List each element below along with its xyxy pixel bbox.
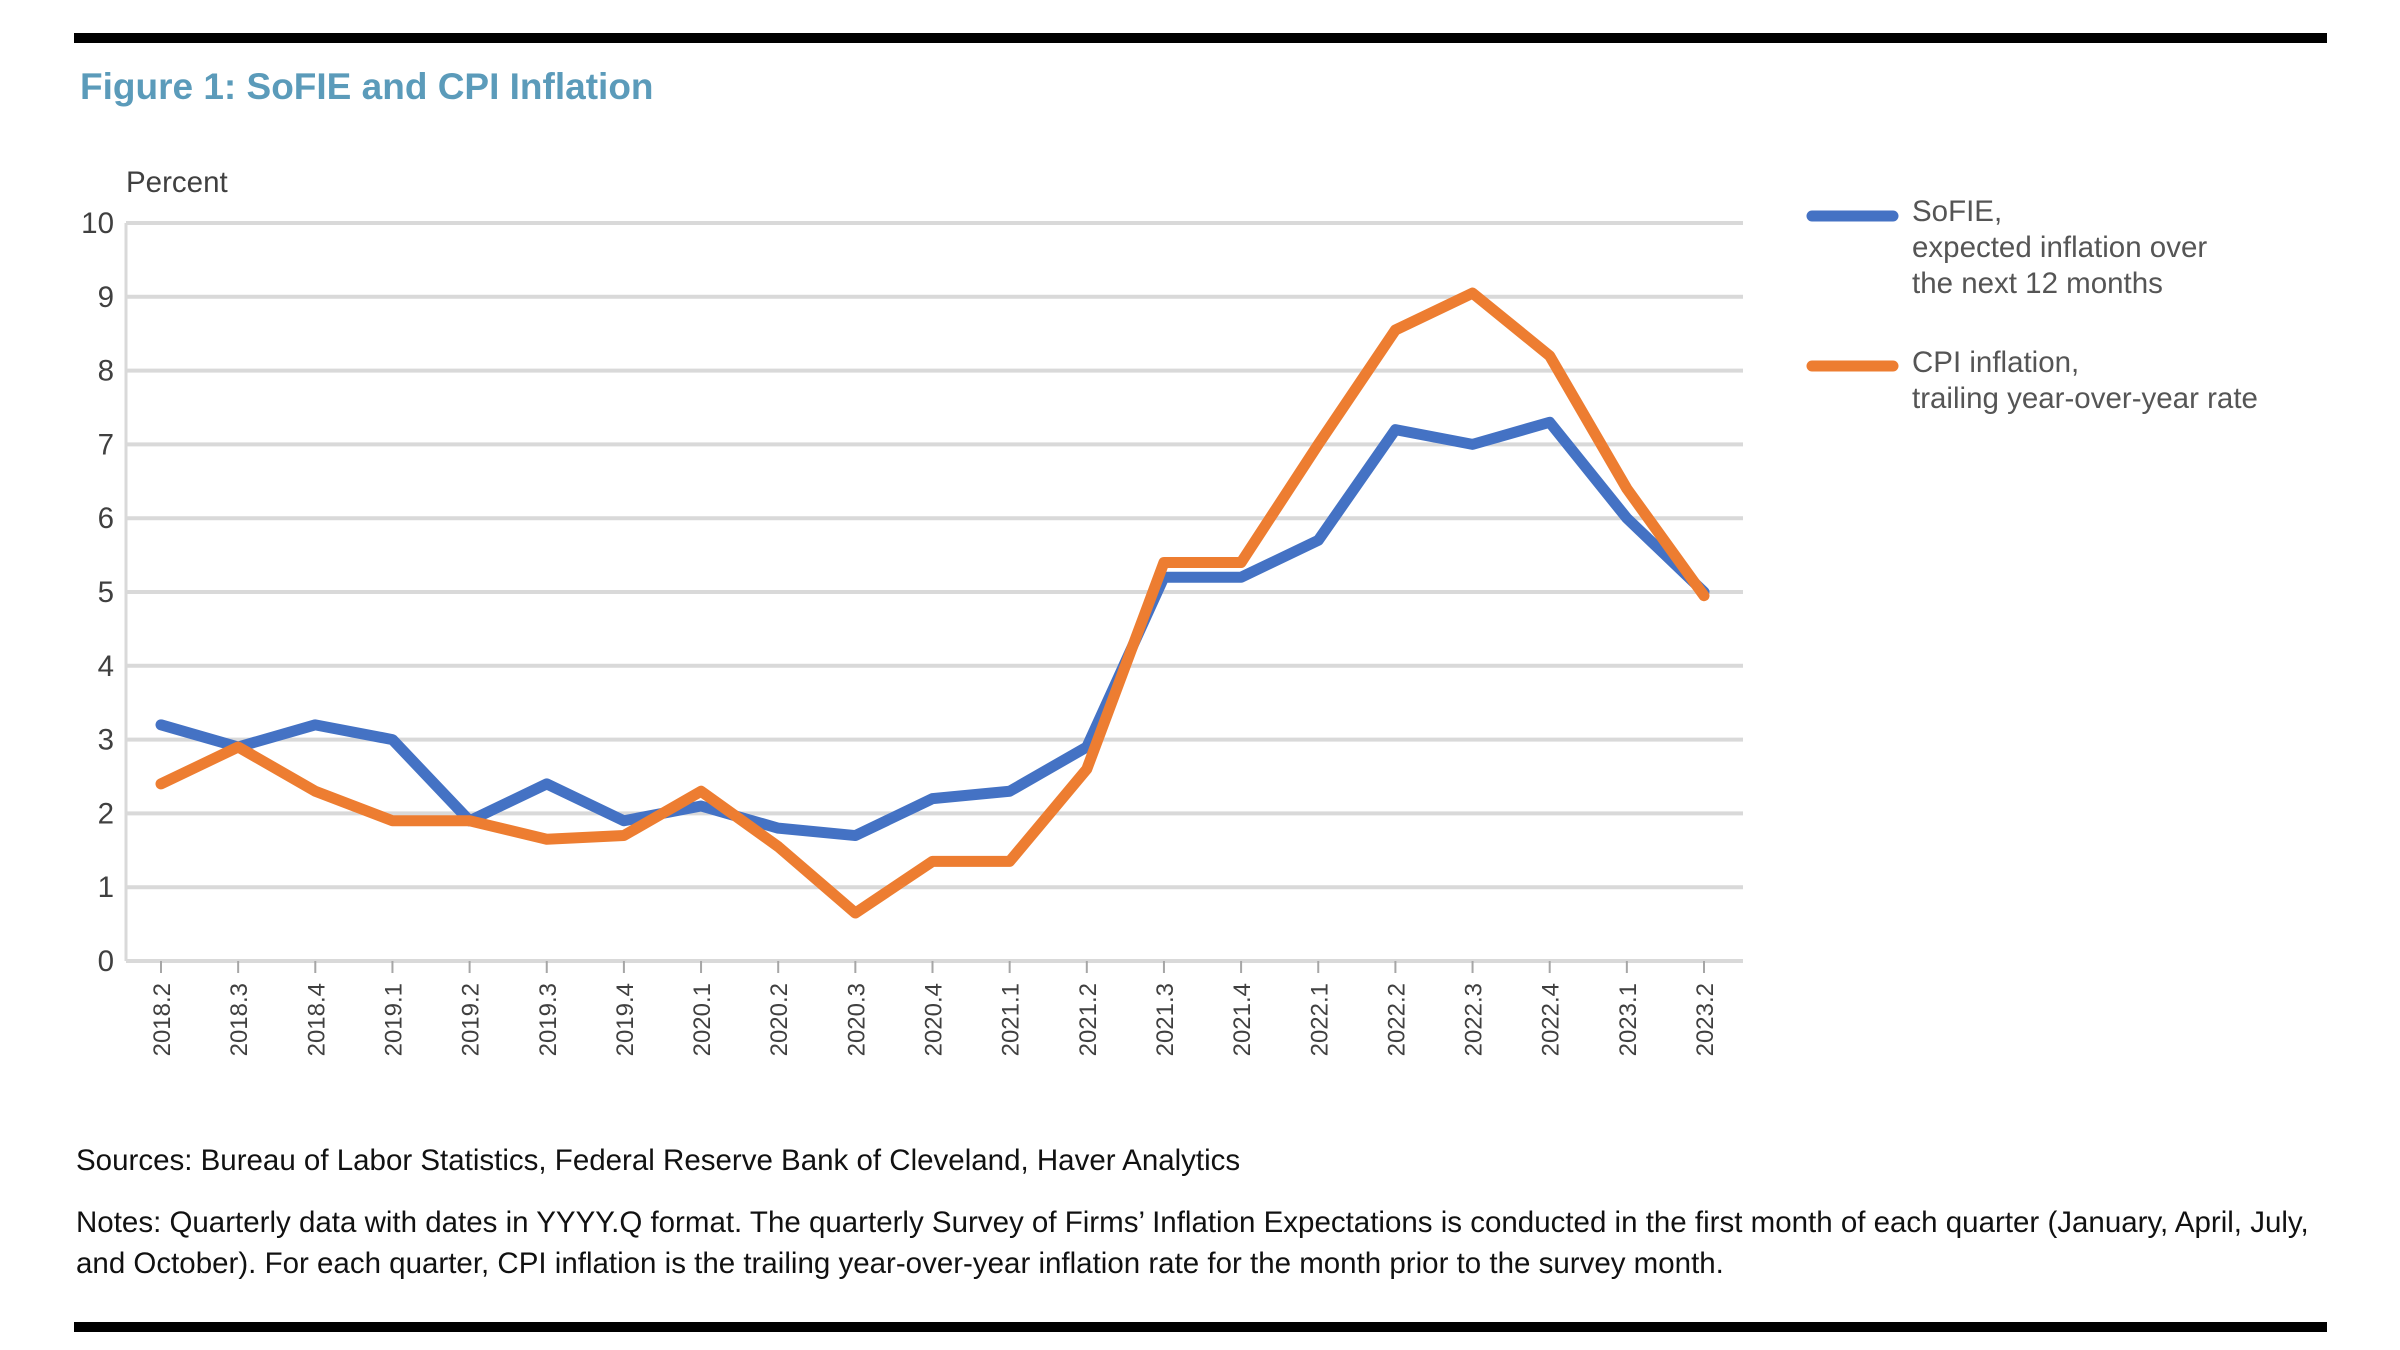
legend-line: SoFIE,	[1912, 195, 2003, 228]
y-tick-label: 4	[98, 650, 114, 683]
figure-title: Figure 1: SoFIE and CPI Inflation	[80, 66, 654, 107]
x-tick-label: 2019.1	[380, 983, 407, 1056]
legend-line: the next 12 months	[1912, 267, 2163, 300]
legend-line: expected inflation over	[1912, 231, 2208, 264]
x-tick-label: 2019.3	[535, 983, 562, 1056]
y-tick-label: 2	[98, 797, 114, 830]
x-tick-label: 2023.2	[1692, 983, 1719, 1056]
x-tick-label: 2023.1	[1615, 983, 1642, 1056]
x-tick-label: 2020.1	[689, 983, 716, 1056]
y-axis-label: Percent	[126, 166, 228, 199]
x-tick-label: 2021.4	[1229, 983, 1256, 1056]
x-tick-label: 2020.2	[766, 983, 793, 1056]
y-tick-label: 10	[81, 207, 114, 240]
bottom-rule	[74, 1322, 2327, 1332]
y-tick-label: 7	[98, 428, 114, 461]
x-tick-label: 2022.1	[1306, 983, 1333, 1056]
legend-cpi-label: CPI inflation, trailing year-over-year r…	[1912, 345, 2258, 417]
y-tick-label: 6	[98, 502, 114, 535]
x-tick-label: 2018.2	[149, 983, 176, 1056]
x-tick-label: 2021.2	[1075, 983, 1102, 1056]
legend-line: trailing year-over-year rate	[1912, 382, 2258, 415]
legend-sofie-label: SoFIE, expected inflation over the next …	[1912, 194, 2207, 302]
series-line-cpi	[155, 287, 1710, 919]
x-tick-label: 2022.2	[1383, 983, 1410, 1056]
notes-text: Notes: Quarterly data with dates in YYYY…	[76, 1206, 2309, 1280]
sources-note: Sources: Bureau of Labor Statistics, Fed…	[76, 1144, 1241, 1177]
x-tick-label: 2018.4	[303, 983, 330, 1056]
x-tick-label: 2020.3	[843, 983, 870, 1056]
y-tick-label: 8	[98, 355, 114, 388]
x-tick-label: 2021.1	[998, 983, 1025, 1056]
top-rule	[74, 33, 2327, 43]
x-tick-label: 2022.4	[1538, 983, 1565, 1056]
y-tick-label: 9	[98, 281, 114, 314]
y-tick-label: 0	[98, 945, 114, 978]
y-tick-label: 5	[98, 576, 114, 609]
y-tick-label: 3	[98, 724, 114, 757]
x-tick-label: 2019.2	[458, 983, 485, 1056]
x-tick-label: 2022.3	[1461, 983, 1488, 1056]
y-tick-label: 1	[98, 871, 114, 904]
x-tick-label: 2021.3	[1152, 983, 1179, 1056]
x-tick-label: 2018.3	[226, 983, 253, 1056]
legend-line: CPI inflation,	[1912, 346, 2080, 379]
x-tick-label: 2019.4	[612, 983, 639, 1056]
series-line-sofie	[155, 416, 1710, 842]
x-tick-label: 2020.4	[921, 983, 948, 1056]
